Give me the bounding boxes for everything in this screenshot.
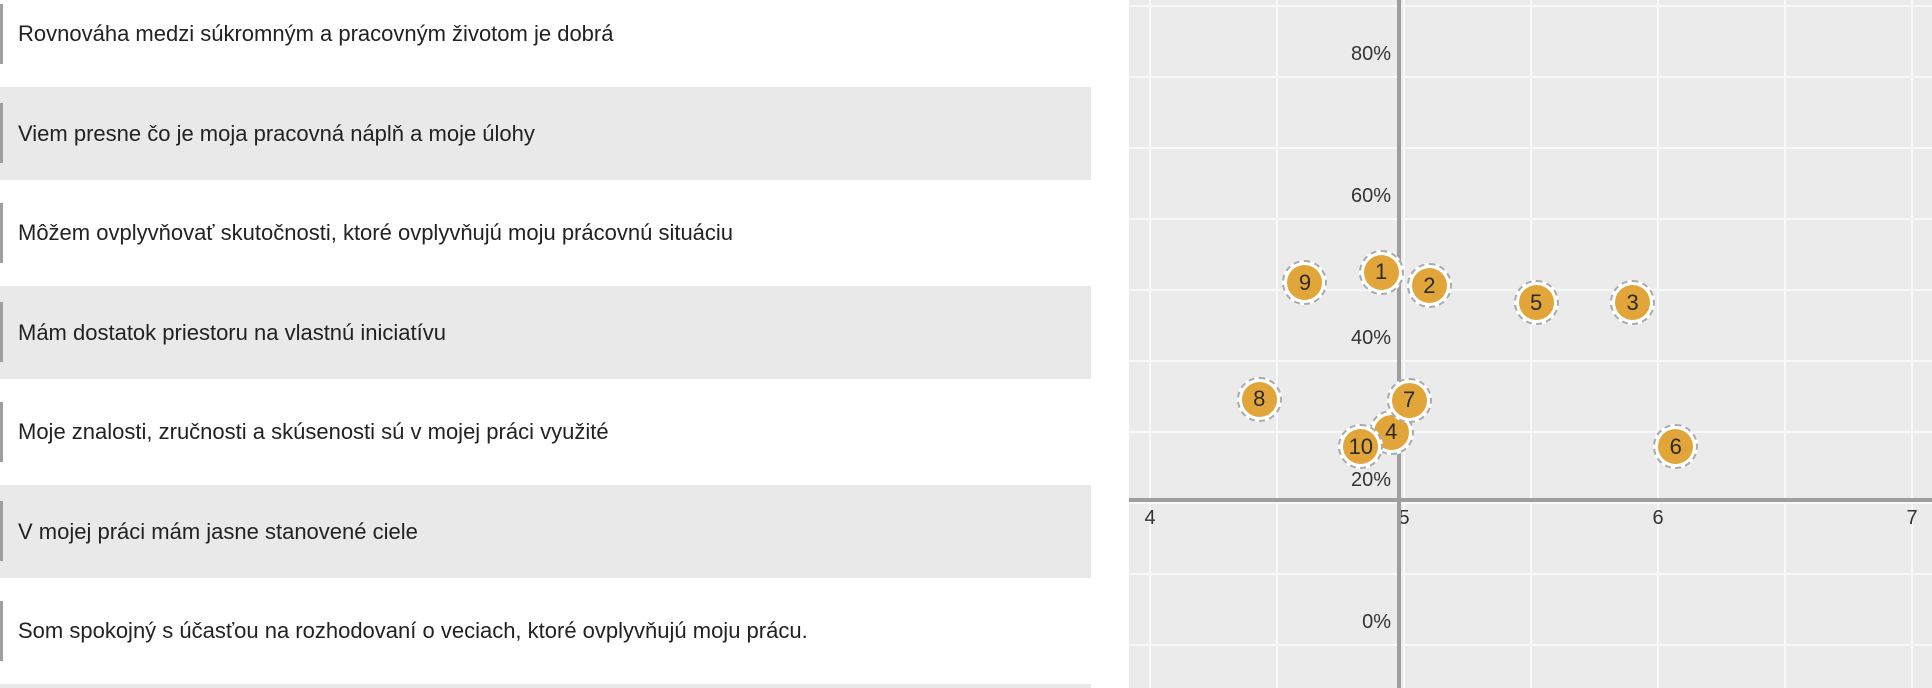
row-accent-bar — [0, 401, 3, 462]
statement-row[interactable]: Môžem ovplyvňovať skutočnosti, ktoré ovp… — [0, 186, 1091, 280]
y-axis-tick-label: 60% — [1350, 185, 1391, 207]
y-axis-tick-label: 80% — [1350, 43, 1391, 65]
row-accent-bar — [0, 302, 3, 362]
data-point-bubble[interactable]: 9 — [1282, 260, 1328, 306]
statement-text: Mám dostatok priestoru na vlastnú inicia… — [18, 319, 446, 345]
y-axis-tick-label: 40% — [1350, 327, 1391, 349]
statement-row[interactable] — [0, 684, 1091, 688]
statement-row[interactable]: V mojej práci mám jasne stanovené ciele — [0, 485, 1091, 578]
bubble-value: 6 — [1658, 429, 1694, 465]
x-axis-tick-label: 4 — [1144, 507, 1156, 529]
data-point-bubble[interactable]: 5 — [1513, 280, 1559, 326]
gridline-vertical — [1149, 0, 1151, 688]
row-accent-bar — [0, 202, 3, 263]
y-axis-tick-label: 0% — [1362, 611, 1391, 633]
statement-text: Viem presne čo je moja pracovná náplň a … — [18, 120, 535, 146]
quadrant-chart: 80% 60% 40% 20% 0% 4 5 6 7 1 2 3 4 5 6 7 8 9 10 — [1129, 0, 1932, 688]
statement-text: V mojej práci mám jasne stanovené ciele — [18, 518, 418, 544]
y-axis-tick-label: 20% — [1350, 469, 1391, 491]
gridline-vertical — [1911, 0, 1913, 688]
bubble-value: 3 — [1615, 285, 1651, 321]
data-point-bubble[interactable]: 7 — [1386, 377, 1432, 423]
bubble-value: 8 — [1241, 381, 1277, 417]
statement-text: Môžem ovplyvňovať skutočnosti, ktoré ovp… — [18, 220, 734, 245]
bubble-value: 7 — [1391, 382, 1427, 418]
data-point-bubble[interactable]: 8 — [1236, 376, 1282, 422]
statement-list: Rovnováha medzi súkromným a pracovným ži… — [0, 0, 1091, 688]
bubble-value: 2 — [1411, 268, 1447, 304]
row-accent-bar — [0, 103, 3, 163]
x-axis-tick-label: 5 — [1398, 507, 1410, 529]
average-line-horizontal — [1129, 498, 1932, 503]
gridline-vertical — [1657, 0, 1659, 688]
statement-row[interactable]: Viem presne čo je moja pracovná náplň a … — [0, 87, 1091, 180]
statement-row[interactable]: Moje znalosti, zručnosti a skúsenosti sú… — [0, 385, 1091, 479]
statement-row[interactable]: Som spokojný s účasťou na rozhodovaní o … — [0, 584, 1091, 678]
statement-row[interactable]: Rovnováha medzi súkromným a pracovným ži… — [0, 0, 1091, 81]
gridline-vertical — [1403, 0, 1405, 688]
bubble-value: 1 — [1363, 254, 1399, 290]
row-accent-bar — [0, 600, 3, 661]
row-accent-bar — [0, 3, 3, 64]
statement-text: Som spokojný s účasťou na rozhodovaní o … — [18, 618, 808, 643]
row-accent-bar — [0, 501, 3, 561]
data-point-bubble[interactable]: 2 — [1406, 263, 1452, 309]
average-line-vertical — [1396, 0, 1401, 688]
gridline-vertical — [1784, 0, 1786, 688]
statement-text: Rovnováha medzi súkromným a pracovným ži… — [18, 21, 614, 46]
gridline-vertical — [1276, 0, 1278, 688]
bubble-value: 5 — [1518, 285, 1554, 321]
x-axis-tick-label: 7 — [1906, 507, 1918, 529]
data-point-bubble[interactable]: 10 — [1338, 424, 1384, 470]
statement-text: Moje znalosti, zručnosti a skúsenosti sú… — [18, 419, 609, 444]
bubble-value: 9 — [1287, 265, 1323, 301]
data-point-bubble[interactable]: 3 — [1610, 280, 1656, 326]
statement-row[interactable]: Mám dostatok priestoru na vlastnú inicia… — [0, 286, 1091, 379]
data-point-bubble[interactable]: 6 — [1653, 424, 1699, 470]
gridline-vertical — [1530, 0, 1532, 688]
data-point-bubble[interactable]: 1 — [1358, 249, 1404, 295]
x-axis-tick-label: 6 — [1652, 507, 1664, 529]
bubble-value: 10 — [1343, 429, 1379, 465]
